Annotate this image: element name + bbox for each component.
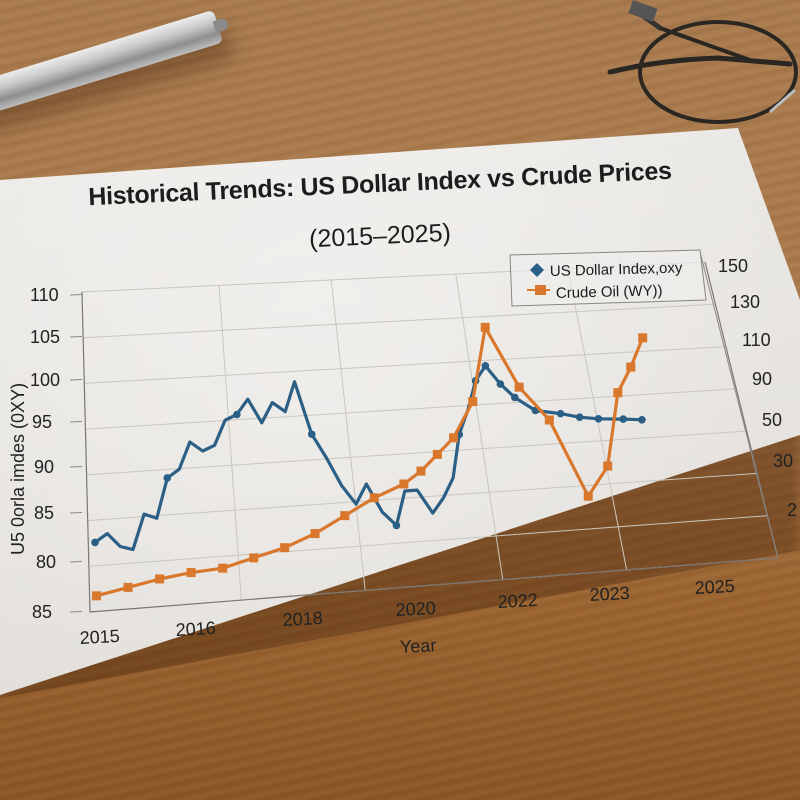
dxy-line: [93, 364, 644, 552]
legend-crude-label: Crude Oil (WY)): [556, 282, 663, 302]
crude-marker: [280, 543, 290, 553]
dxy-marker: [163, 474, 172, 482]
y-left-tick-label: 105: [30, 327, 60, 347]
y-left-tick-label: 110: [30, 285, 59, 305]
y-left-tick-label: 95: [32, 412, 52, 432]
crude-marker: [638, 333, 648, 343]
crude-marker: [480, 322, 490, 332]
dxy-marker: [481, 362, 490, 370]
dxy-marker: [594, 414, 603, 423]
y-left-tick-label: 100: [30, 370, 60, 390]
legend-dxy-label: US Dollar Index,oxy: [550, 260, 683, 280]
y-left-axis-label: U5 0orla imdes (0XY): [8, 383, 28, 555]
dxy-marker: [556, 409, 565, 418]
y-right-tick-label: 50: [762, 410, 782, 430]
x-axis-label: Year: [399, 635, 436, 657]
gridlines: [81, 261, 779, 613]
y-right-tick-label: 130: [730, 292, 760, 312]
y-right-tick-label: 30: [773, 451, 793, 471]
dxy-marker: [638, 415, 646, 424]
dxy-marker: [392, 521, 401, 530]
dxy-marker: [91, 538, 99, 547]
crude-marker: [514, 382, 524, 392]
legend-dxy-marker-icon: [530, 263, 544, 277]
x-tick-label: 2018: [282, 608, 323, 630]
y-right-tick-label: 90: [752, 369, 772, 389]
dxy-marker: [496, 380, 505, 388]
dxy-marker: [575, 413, 584, 421]
crude-marker: [399, 479, 409, 489]
x-tick-label: 2015: [79, 626, 120, 648]
crude-marker: [249, 553, 259, 563]
dxy-marker: [619, 415, 628, 423]
crude-marker: [218, 563, 228, 573]
dxy-marker: [511, 393, 519, 402]
crude-marker: [583, 491, 593, 501]
crude-marker: [310, 529, 320, 539]
legend: US Dollar Index,oxy Crude Oil (WY)): [509, 249, 707, 307]
y-right-tick-label: 2: [787, 500, 797, 520]
crude-marker: [369, 493, 379, 503]
crude-marker: [155, 574, 165, 584]
x-tick-label: 2022: [497, 590, 538, 612]
y-left-tick-label: 80: [36, 552, 56, 572]
crude-marker: [186, 568, 196, 578]
crude-marker: [603, 461, 613, 471]
crude-marker: [340, 511, 350, 521]
x-tick-label: 2025: [694, 576, 735, 598]
y-left-tick-label: 85: [32, 602, 52, 622]
data-series: [91, 322, 648, 601]
y-left-tick-label: 85: [34, 503, 54, 523]
eyeglasses: [607, 0, 798, 124]
crude-marker: [432, 449, 442, 459]
x-tick-label: 2020: [395, 598, 436, 620]
crude-marker: [416, 466, 426, 476]
x-tick-label: 2023: [589, 583, 630, 605]
y-right-tick-label: 110: [742, 330, 771, 350]
crude-line: [94, 325, 645, 598]
crude-marker: [123, 582, 133, 592]
crude-marker: [468, 397, 478, 407]
x-tick-label: 2016: [175, 618, 216, 640]
dxy-marker: [233, 410, 241, 419]
crude-marker: [449, 433, 459, 443]
y-left-tick-label: 90: [34, 457, 54, 477]
dxy-marker: [307, 430, 316, 439]
crude-marker: [613, 388, 623, 398]
crude-marker: [626, 362, 636, 372]
axes: 110 105 100 95 90 85 80 85 150 130 110 90 50 30 2 2015 2…: [30, 251, 797, 648]
crude-marker: [91, 591, 101, 601]
y-right-tick-label: 150: [718, 256, 748, 276]
crude-marker: [544, 415, 554, 425]
